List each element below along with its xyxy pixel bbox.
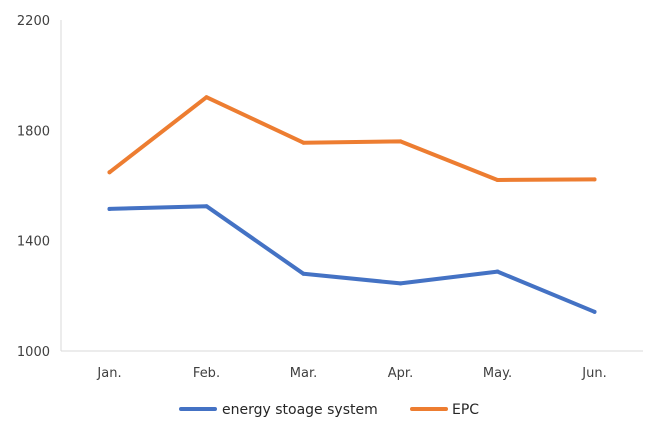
data-point [592, 309, 597, 314]
series-line-epc [107, 95, 597, 182]
x-tick-label: May. [483, 366, 512, 381]
legend: energy stoage system EPC [179, 402, 479, 418]
y-tick-label: 1000 [17, 345, 50, 360]
x-tick-label: Jun. [581, 366, 606, 381]
y-tick-label: 2200 [17, 14, 50, 29]
data-point [204, 204, 209, 209]
data-point [204, 95, 209, 100]
x-tick-label: Jan. [96, 366, 121, 381]
legend-label: energy stoage system [222, 402, 378, 418]
series-line-energy-storage [107, 204, 597, 314]
axes [60, 20, 643, 352]
series-lines [107, 95, 597, 314]
x-tick-label: Mar. [290, 366, 317, 381]
data-point [301, 140, 306, 145]
data-point [495, 269, 500, 274]
y-tick-label: 1400 [17, 235, 50, 250]
data-point [495, 177, 500, 182]
data-point [107, 206, 112, 211]
x-tick-labels: Jan. Feb. Mar. Apr. May. Jun. [96, 366, 606, 381]
data-point [398, 139, 403, 144]
y-tick-label: 1800 [17, 124, 50, 139]
data-point [107, 170, 112, 175]
y-tick-labels: 1000 1400 1800 2200 [17, 14, 50, 360]
data-point [398, 281, 403, 286]
x-tick-label: Apr. [388, 366, 413, 381]
x-tick-label: Feb. [193, 366, 220, 381]
data-point [301, 271, 306, 276]
legend-label: EPC [452, 402, 479, 418]
data-point [592, 177, 597, 182]
